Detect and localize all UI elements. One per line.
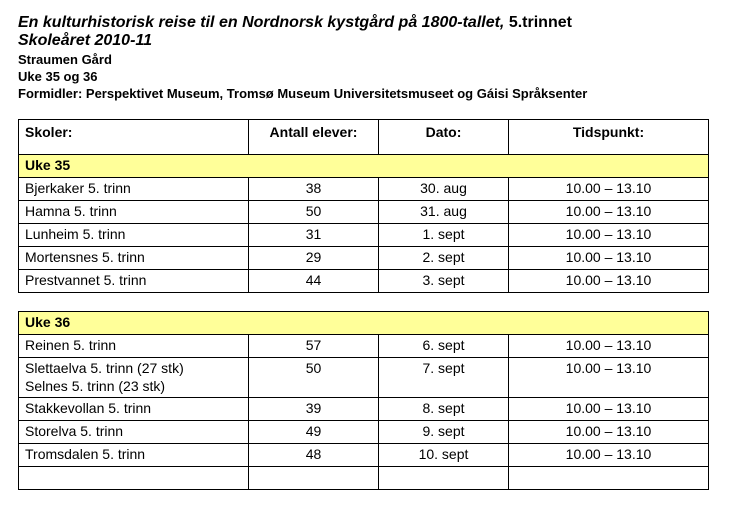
cell-students: 39 — [249, 398, 379, 421]
cell-students: 29 — [249, 247, 379, 270]
cell-date: 9. sept — [379, 421, 509, 444]
table-body: Uke 35Bjerkaker 5. trinn3830. aug10.00 –… — [19, 155, 709, 490]
cell-students: 49 — [249, 421, 379, 444]
cell-date: 8. sept — [379, 398, 509, 421]
cell-time: 10.00 – 13.10 — [509, 398, 709, 421]
title-main-text: En kulturhistorisk reise til en Nordnors… — [18, 14, 504, 31]
table-header-row: Skoler: Antall elever: Dato: Tidspunkt: — [19, 120, 709, 155]
table-row: Bjerkaker 5. trinn3830. aug10.00 – 13.10 — [19, 178, 709, 201]
provider: Formidler: Perspektivet Museum, Tromsø M… — [18, 86, 716, 101]
cell-school: Hamna 5. trinn — [19, 201, 249, 224]
weeks: Uke 35 og 36 — [18, 69, 716, 84]
cell-school: Storelva 5. trinn — [19, 421, 249, 444]
table-row: Prestvannet 5. trinn443. sept10.00 – 13.… — [19, 270, 709, 293]
schedule-table-wrap: Skoler: Antall elever: Dato: Tidspunkt: … — [18, 119, 716, 490]
cell-time: 10.00 – 13.10 — [509, 358, 709, 398]
cell-school: Tromsdalen 5. trinn — [19, 444, 249, 467]
cell-students: 31 — [249, 224, 379, 247]
cell-students: 50 — [249, 201, 379, 224]
table-row: Slettaelva 5. trinn (27 stk)Selnes 5. tr… — [19, 358, 709, 398]
cell-date: 2. sept — [379, 247, 509, 270]
table-row: Mortensnes 5. trinn292. sept10.00 – 13.1… — [19, 247, 709, 270]
cell-date: 10. sept — [379, 444, 509, 467]
col-time: Tidspunkt: — [509, 120, 709, 155]
cell-school: Reinen 5. trinn — [19, 335, 249, 358]
col-schools: Skoler: — [19, 120, 249, 155]
cell-date: 30. aug — [379, 178, 509, 201]
cell-school: Lunheim 5. trinn — [19, 224, 249, 247]
col-students: Antall elever: — [249, 120, 379, 155]
section-header: Uke 35 — [19, 155, 709, 178]
venue: Straumen Gård — [18, 52, 716, 67]
title-year: Skoleåret 2010-11 — [18, 32, 716, 50]
cell-students: 38 — [249, 178, 379, 201]
cell-school: Slettaelva 5. trinn (27 stk)Selnes 5. tr… — [19, 358, 249, 398]
cell-school: Mortensnes 5. trinn — [19, 247, 249, 270]
cell-date: 6. sept — [379, 335, 509, 358]
col-date: Dato: — [379, 120, 509, 155]
section-header-label: Uke 35 — [19, 155, 709, 178]
cell-time: 10.00 – 13.10 — [509, 247, 709, 270]
cell-students: 57 — [249, 335, 379, 358]
table-row: Stakkevollan 5. trinn398. sept10.00 – 13… — [19, 398, 709, 421]
section-header: Uke 36 — [19, 312, 709, 335]
section-header-label: Uke 36 — [19, 312, 709, 335]
cell-students: 50 — [249, 358, 379, 398]
cell-students: 48 — [249, 444, 379, 467]
cell-time: 10.00 – 13.10 — [509, 444, 709, 467]
cell-school: Bjerkaker 5. trinn — [19, 178, 249, 201]
table-row-empty — [19, 467, 709, 490]
cell-date: 31. aug — [379, 201, 509, 224]
table-row: Reinen 5. trinn576. sept10.00 – 13.10 — [19, 335, 709, 358]
cell-school: Stakkevollan 5. trinn — [19, 398, 249, 421]
cell-date: 1. sept — [379, 224, 509, 247]
header-block: En kulturhistorisk reise til en Nordnors… — [18, 14, 716, 101]
cell-time: 10.00 – 13.10 — [509, 335, 709, 358]
schedule-table: Skoler: Antall elever: Dato: Tidspunkt: … — [18, 119, 709, 490]
section-spacer — [19, 293, 709, 312]
cell-time: 10.00 – 13.10 — [509, 224, 709, 247]
cell-time: 10.00 – 13.10 — [509, 270, 709, 293]
cell-date: 7. sept — [379, 358, 509, 398]
cell-time: 10.00 – 13.10 — [509, 201, 709, 224]
title-suffix: 5.trinnet — [509, 14, 572, 31]
table-row: Lunheim 5. trinn311. sept10.00 – 13.10 — [19, 224, 709, 247]
cell-time: 10.00 – 13.10 — [509, 421, 709, 444]
cell-school: Prestvannet 5. trinn — [19, 270, 249, 293]
table-row: Storelva 5. trinn499. sept10.00 – 13.10 — [19, 421, 709, 444]
cell-time: 10.00 – 13.10 — [509, 178, 709, 201]
cell-students: 44 — [249, 270, 379, 293]
title-main: En kulturhistorisk reise til en Nordnors… — [18, 14, 716, 32]
cell-date: 3. sept — [379, 270, 509, 293]
table-row: Tromsdalen 5. trinn4810. sept10.00 – 13.… — [19, 444, 709, 467]
table-row: Hamna 5. trinn5031. aug10.00 – 13.10 — [19, 201, 709, 224]
